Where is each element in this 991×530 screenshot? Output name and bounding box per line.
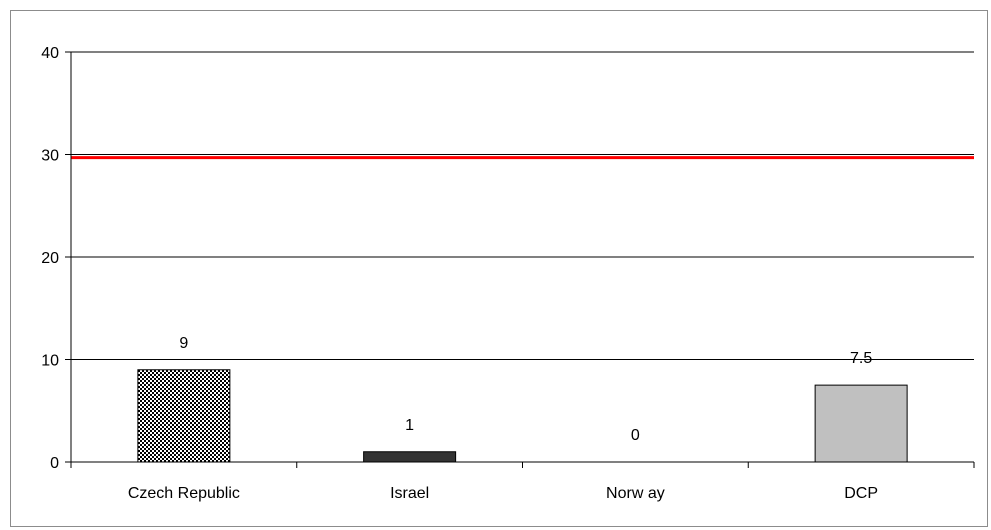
data-label-czech-republic: 9 <box>179 335 188 352</box>
y-tick-label-40: 40 <box>41 45 59 62</box>
bars <box>137 369 908 463</box>
data-labels: 9 1 0 7.5 <box>179 335 872 444</box>
y-tick-label-30: 30 <box>41 148 59 165</box>
x-tick-label-israel: Israel <box>390 485 429 502</box>
chart-frame <box>10 10 988 527</box>
x-tick-label-norw-ay: Norw ay <box>606 485 665 502</box>
data-label-norw-ay: 0 <box>631 427 640 444</box>
x-tick-label-czech-republic: Czech Republic <box>128 485 240 502</box>
gridlines <box>71 51 974 360</box>
x-tick-label-dcp: DCP <box>844 485 878 502</box>
y-tick-label-0: 0 <box>50 455 59 472</box>
y-axis-ticks: 0 10 20 30 40 <box>41 45 71 472</box>
bar-dcp <box>814 384 908 463</box>
bar-czech-republic <box>137 369 231 463</box>
y-tick-label-10: 10 <box>41 353 59 370</box>
data-label-dcp: 7.5 <box>850 350 872 367</box>
bar-israel <box>363 451 457 463</box>
y-tick-label-20: 20 <box>41 250 59 267</box>
x-axis-labels: Czech Republic Israel Norw ay DCP <box>70 462 975 502</box>
data-label-israel: 1 <box>405 417 414 434</box>
